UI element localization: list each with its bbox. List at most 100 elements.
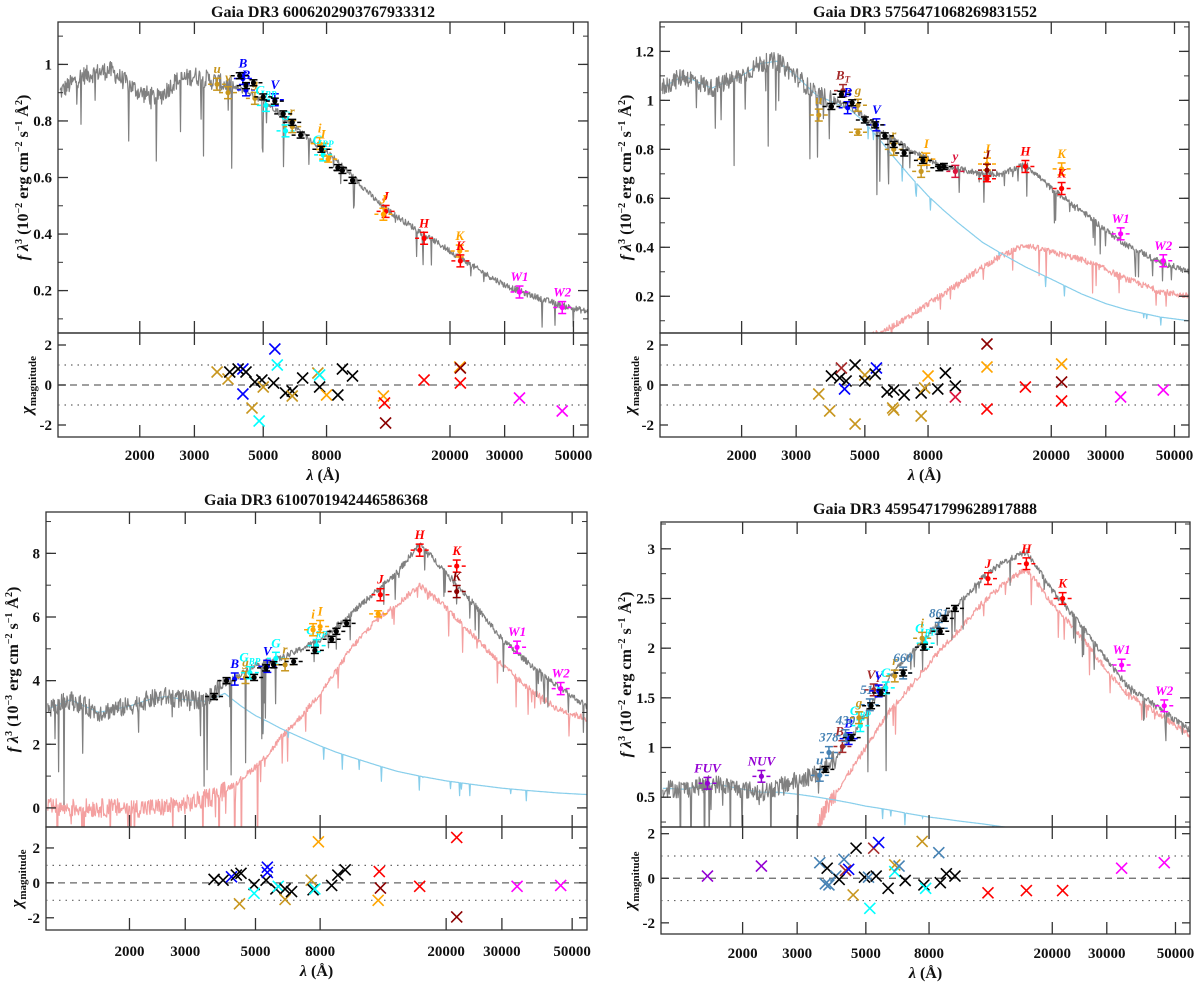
residual-marker (835, 361, 848, 375)
data-marker (421, 235, 427, 241)
residual-marker (271, 358, 284, 372)
photometry-point (291, 131, 310, 139)
data-marker (270, 662, 277, 668)
data-marker (260, 94, 266, 100)
photometry-point (872, 689, 891, 697)
x-tick-label: 2000 (125, 448, 155, 464)
residual-marker (413, 880, 426, 893)
photometry-point (322, 635, 341, 644)
photometry-point: y (946, 148, 965, 179)
photometry-point: W1 (1113, 642, 1131, 672)
point-label: g (855, 695, 863, 710)
point-label: 430 (835, 713, 856, 728)
y-tick-label: 0.5 (636, 790, 655, 806)
point-label: GBP (239, 650, 260, 667)
residual-y-axis-label: χmagnitude (620, 356, 642, 416)
residual-marker (915, 409, 928, 423)
photometry-point: v (219, 70, 238, 100)
residual-marker (313, 368, 326, 382)
data-marker (250, 80, 257, 86)
photometry-point (265, 97, 284, 105)
point-label: K (455, 238, 466, 253)
residual-marker (849, 417, 862, 431)
y-tick-label: 6 (33, 610, 41, 626)
data-marker (310, 627, 316, 633)
y-axis-label: f λ3 (10−2 erg cm−2 s−1 Å2) (14, 95, 32, 261)
photometry-point (343, 176, 362, 185)
residual-marker (858, 368, 871, 382)
photometry-point (284, 657, 303, 666)
y-tick-label: 4 (33, 674, 41, 690)
data-marker (919, 635, 925, 641)
residual-marker (838, 382, 851, 396)
point-label: G (271, 635, 281, 650)
residual-marker (917, 878, 930, 892)
point-label: B (241, 67, 251, 82)
photometry-point (848, 128, 867, 136)
x-tick-label: 8000 (312, 448, 342, 464)
y-tick-label: 0 (33, 801, 41, 817)
data-marker (335, 165, 341, 171)
residual-marker (1115, 862, 1128, 875)
residual-marker (839, 864, 852, 877)
data-marker (882, 133, 888, 139)
residual-marker (892, 859, 906, 873)
residual-marker (869, 367, 882, 381)
residual-marker (863, 902, 876, 915)
data-marker (312, 647, 318, 654)
x-tick-label: 8000 (913, 448, 943, 464)
photometry-point: W2 (1155, 683, 1174, 713)
point-label: H (1020, 541, 1032, 556)
photometry-point (264, 660, 283, 669)
x-tick-label: 20000 (431, 448, 469, 464)
residual-marker (921, 369, 935, 383)
point-label: u (815, 92, 822, 107)
y-tick-label: 1 (647, 93, 655, 109)
residual-y-tick-label: 2 (647, 338, 655, 354)
residual-marker (812, 387, 825, 401)
data-marker (1022, 163, 1028, 170)
data-marker (375, 611, 381, 617)
residual-marker (701, 869, 714, 883)
photometry-point: FUV (693, 760, 722, 790)
residual-marker (257, 380, 270, 394)
y-tick-label: 0.4 (33, 227, 52, 243)
photometry-point (945, 604, 964, 613)
data-marker (857, 723, 863, 729)
photometry-point: H (410, 527, 429, 557)
residual-marker (239, 365, 253, 379)
residual-marker (833, 873, 846, 886)
data-marker (558, 685, 564, 692)
data-marker (901, 150, 907, 156)
data-marker (317, 623, 323, 630)
photometry-point (274, 110, 293, 118)
residual-marker (916, 835, 929, 848)
residual-marker (1020, 884, 1033, 897)
residual-marker (267, 376, 280, 390)
residual-y-tick-label: 0 (45, 378, 53, 394)
point-label: y (950, 148, 958, 163)
residual-marker (919, 882, 932, 895)
data-marker (457, 248, 463, 254)
residual-marker (870, 869, 883, 883)
residual-marker (981, 886, 995, 899)
point-label: B (842, 85, 852, 100)
residual-marker (837, 853, 851, 866)
point-label: J (983, 147, 991, 162)
y-axis-label: f λ3 (10−2 erg cm−2 s−1 Å2) (617, 95, 635, 261)
data-marker (900, 670, 906, 676)
residual-marker (850, 842, 863, 855)
residual-marker (339, 863, 352, 876)
photometry-point (884, 140, 903, 149)
data-marker (289, 119, 295, 125)
y-tick-label: 0.2 (635, 289, 654, 305)
photometry-point (862, 702, 881, 710)
residual-marker (279, 386, 292, 400)
point-label: K (1057, 576, 1068, 591)
data-marker (878, 690, 884, 696)
photometry-point: K (447, 568, 466, 599)
data-marker (377, 592, 383, 598)
sed-plot-area: FUVNUVu378BTB430GBPg515VTVGr660GRPi861JH… (662, 541, 1190, 827)
residual-marker (245, 401, 259, 415)
